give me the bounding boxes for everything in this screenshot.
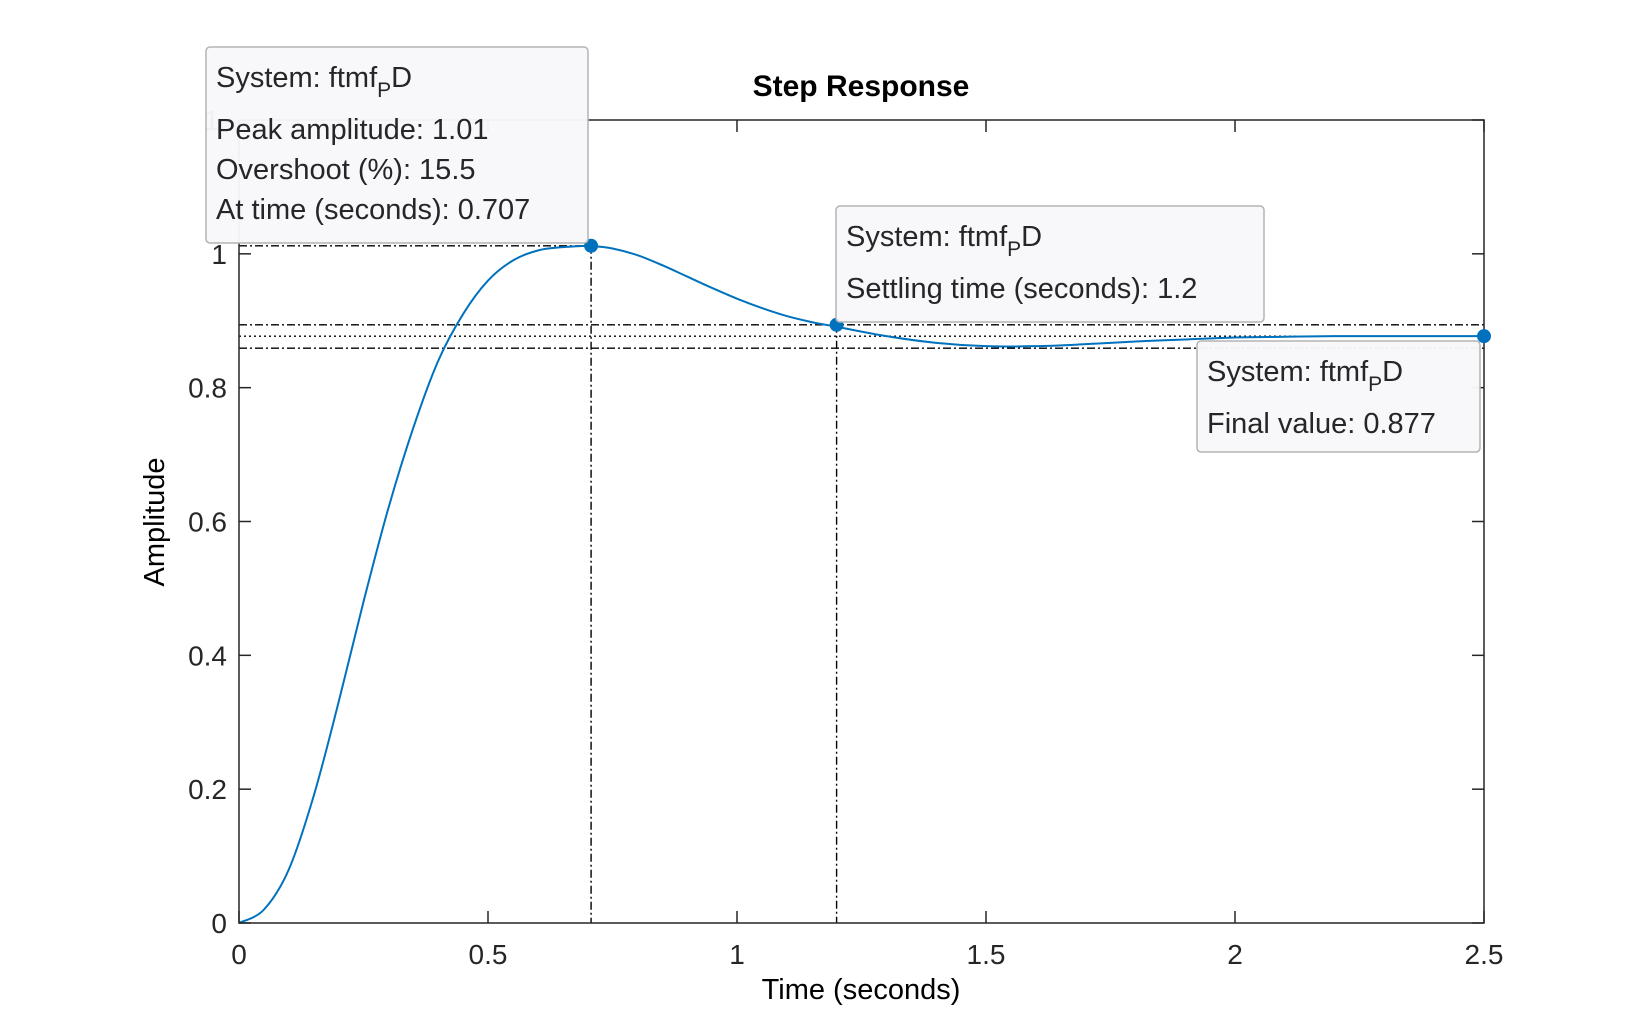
datatip-system-line: System: ftmfPD xyxy=(216,62,412,102)
x-tick-label: 0 xyxy=(231,939,247,970)
system-name: System: ftmf xyxy=(846,221,1008,253)
peak-marker[interactable] xyxy=(584,238,599,253)
x-axis-label: Time (seconds) xyxy=(762,974,961,1006)
datatip-value-line: Settling time (seconds): 1.2 xyxy=(846,273,1197,305)
series-line-0 xyxy=(238,244,1485,924)
y-tick-label: 0.6 xyxy=(188,507,227,538)
final-datatip[interactable]: System: ftmfPD Final value: 0.877 xyxy=(1196,340,1481,453)
y-tick-label: 0.4 xyxy=(188,640,227,671)
system-suffix: D xyxy=(1021,221,1042,253)
datatip-box xyxy=(205,46,589,244)
system-suffix: D xyxy=(1382,356,1403,388)
datatip-system-line: System: ftmfPD xyxy=(846,221,1042,261)
series-layer xyxy=(238,244,1485,924)
datatip-value-line: Peak amplitude: 1.01 xyxy=(216,114,488,146)
y-axis-label: Amplitude xyxy=(139,458,171,587)
ticks-layer: 00.511.522.500.20.40.60.811. xyxy=(188,105,1503,970)
x-tick-label: 2 xyxy=(1227,939,1243,970)
x-tick-label: 2.5 xyxy=(1465,939,1504,970)
datatip-value-line: Overshoot (%): 15.5 xyxy=(216,154,476,186)
final-marker[interactable] xyxy=(1477,329,1491,344)
reference-lines xyxy=(239,245,1484,923)
x-tick-label: 0.5 xyxy=(469,939,508,970)
datatip-box xyxy=(1196,340,1481,453)
y-tick-label: 0 xyxy=(211,908,227,939)
datatip-box xyxy=(835,205,1265,323)
datatip-value-line: At time (seconds): 0.707 xyxy=(216,194,530,226)
x-tick-label: 1 xyxy=(729,939,745,970)
y-tick-label: 1 xyxy=(211,239,227,270)
y-tick-label: 0.2 xyxy=(188,774,227,805)
system-suffix: D xyxy=(391,62,412,94)
system-subscript: P xyxy=(1007,238,1021,261)
datatip-value-line: Final value: 0.877 xyxy=(1207,408,1436,440)
settling-datatip[interactable]: System: ftmfPD Settling time (seconds): 1… xyxy=(835,205,1265,323)
system-name: System: ftmf xyxy=(216,62,378,94)
x-tick-label: 1.5 xyxy=(967,939,1006,970)
peak-datatip[interactable]: System: ftmfPD Peak amplitude: 1.01 Oversh… xyxy=(205,46,589,244)
y-tick-label: 0.8 xyxy=(188,373,227,404)
system-subscript: P xyxy=(1368,373,1382,396)
system-subscript: P xyxy=(377,79,391,102)
chart-title: Step Response xyxy=(753,70,970,103)
datatip-system-line: System: ftmfPD xyxy=(1207,356,1403,396)
system-name: System: ftmf xyxy=(1207,356,1369,388)
